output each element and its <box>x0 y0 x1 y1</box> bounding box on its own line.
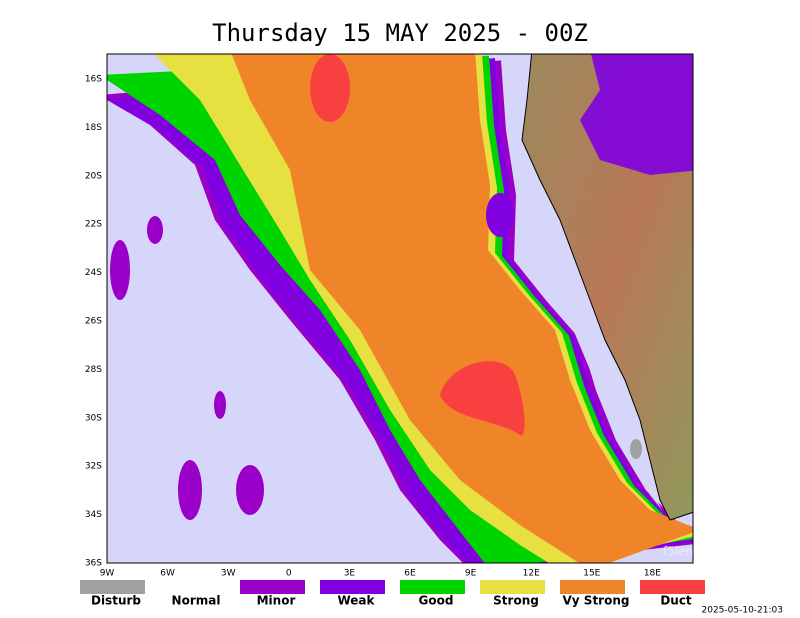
legend-label: Strong <box>493 594 539 608</box>
minor-patch <box>147 216 163 244</box>
longitude-label: 15E <box>583 569 600 579</box>
minor-patch <box>236 465 264 515</box>
legend-swatch <box>240 580 305 594</box>
timestamp: 2025-05-10-21:03 <box>702 606 784 616</box>
latitude-label: 16S <box>85 75 102 85</box>
longitude-label: 3W <box>221 569 236 579</box>
longitude-label: 3E <box>344 569 356 579</box>
longitude-label: 6W <box>160 569 175 579</box>
latitude-label: 22S <box>85 220 102 230</box>
legend-label: Duct <box>660 594 692 608</box>
duct-area <box>440 361 525 436</box>
latitude-label: 36S <box>85 559 102 569</box>
longitude-label: 6E <box>404 569 416 579</box>
legend-swatch <box>320 580 385 594</box>
legend-label: Good <box>419 594 454 608</box>
latitude-label: 30S <box>85 413 102 423</box>
latitude-label: 32S <box>85 462 102 472</box>
legend-swatch <box>80 580 145 594</box>
duct-area <box>310 54 350 122</box>
longitude-label: 9W <box>100 569 115 579</box>
longitude-label: 12E <box>523 569 540 579</box>
weak-over-land <box>580 54 693 175</box>
propagation-layers <box>107 54 693 563</box>
legend-label: Normal <box>172 594 221 608</box>
longitude-label: 9E <box>465 569 477 579</box>
legend-label: Weak <box>337 594 375 608</box>
map-frame <box>106 53 694 564</box>
legend-swatch <box>640 580 705 594</box>
latitude-label: 18S <box>85 123 102 133</box>
disturb-patch <box>630 439 642 459</box>
legend-swatch <box>400 580 465 594</box>
legend-label: Disturb <box>91 594 141 608</box>
longitude-label: 0 <box>286 569 292 579</box>
longitude-label: 18E <box>644 569 661 579</box>
latitude-label: 34S <box>85 510 102 520</box>
map-title: Thursday 15 MAY 2025 - 00Z <box>212 19 588 47</box>
coastline <box>521 54 693 521</box>
latitude-label: 26S <box>85 317 102 327</box>
minor-patch <box>214 391 226 419</box>
legend-label: Vy Strong <box>563 594 630 608</box>
latitude-label: 28S <box>85 365 102 375</box>
latitude-label: 24S <box>85 268 102 278</box>
vy-strong-area <box>231 54 693 563</box>
legend-swatch <box>560 580 625 594</box>
minor-patch <box>178 460 202 520</box>
legend-label: Minor <box>257 594 296 608</box>
watermark: f5len <box>663 545 693 559</box>
legend-swatch <box>480 580 545 594</box>
weak-patch <box>486 193 514 237</box>
minor-patch <box>110 240 130 300</box>
latitude-label: 20S <box>85 171 102 181</box>
